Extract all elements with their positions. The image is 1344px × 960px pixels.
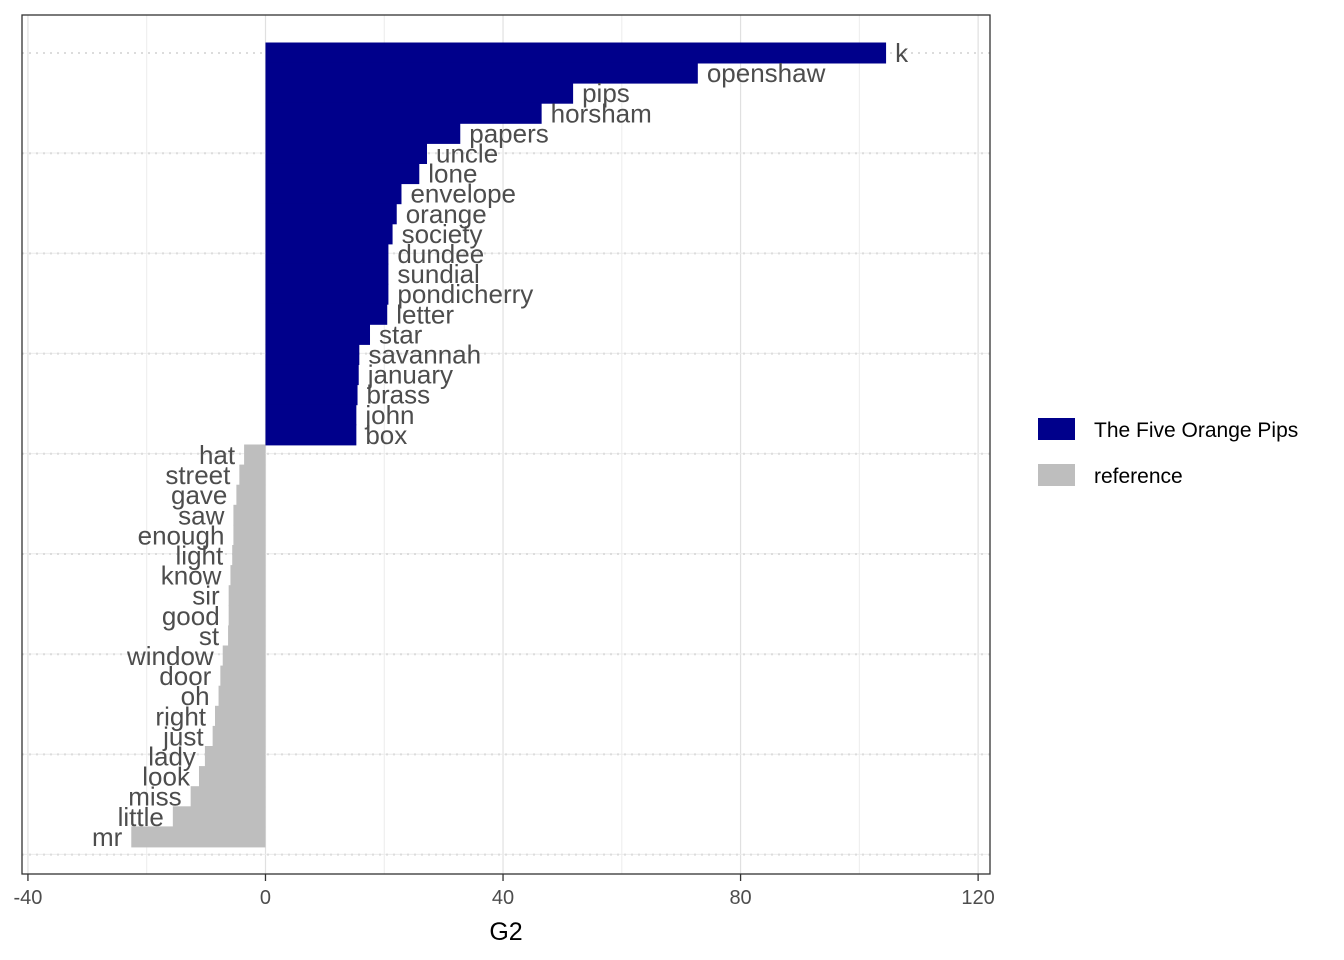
- bar-label: mr: [92, 822, 123, 852]
- bar: [232, 545, 266, 566]
- bar-label: saw: [178, 500, 224, 530]
- bar-label: door: [159, 661, 211, 691]
- bar: [265, 303, 388, 325]
- bar-label: lady: [148, 742, 196, 772]
- bar-label: openshaw: [707, 58, 826, 88]
- bar: [265, 223, 393, 245]
- bar: [265, 384, 358, 406]
- bar-label: uncle: [436, 139, 498, 169]
- bar-label: savannah: [368, 340, 481, 370]
- bar: [215, 705, 266, 727]
- bars: [131, 42, 887, 848]
- bar-label: star: [379, 319, 423, 349]
- x-tick-label: 120: [961, 887, 994, 909]
- bar: [220, 665, 266, 687]
- bar: [233, 504, 266, 526]
- bar: [265, 143, 428, 164]
- bar: [265, 163, 420, 185]
- bar: [265, 404, 357, 426]
- legend-key: [1038, 418, 1075, 440]
- bar: [265, 62, 698, 84]
- bar-label: horsham: [551, 98, 652, 128]
- bar: [228, 605, 266, 627]
- bar: [222, 645, 266, 667]
- bar: [265, 323, 371, 345]
- bar: [131, 826, 266, 848]
- bar: [265, 344, 360, 365]
- legend-label: The Five Orange Pips: [1094, 419, 1298, 442]
- bar-label: papers: [469, 118, 549, 148]
- bar-label: street: [165, 460, 231, 490]
- bar-label: envelope: [410, 179, 516, 209]
- bar: [265, 203, 397, 225]
- bar-label: dundee: [397, 239, 484, 269]
- bar-label: good: [162, 601, 220, 631]
- bar: [265, 122, 461, 144]
- bar: [265, 364, 359, 386]
- bar: [228, 585, 266, 607]
- bar-label: oh: [181, 681, 210, 711]
- bar: [265, 263, 389, 285]
- bar: [265, 183, 402, 205]
- legend-key: [1038, 464, 1075, 486]
- x-tick-label: 40: [492, 887, 514, 909]
- x-tick-label: -40: [13, 887, 42, 909]
- bar: [265, 424, 357, 446]
- bar-label: letter: [396, 299, 454, 329]
- bar-label: window: [126, 641, 214, 671]
- bar-label: miss: [128, 782, 181, 812]
- bar: [265, 283, 389, 305]
- bar: [265, 82, 574, 104]
- bar-label: sundial: [397, 259, 479, 289]
- bar-label: little: [118, 802, 164, 832]
- bar: [265, 243, 389, 265]
- bar: [236, 484, 266, 506]
- bar: [172, 806, 266, 828]
- bar-label: lone: [428, 159, 477, 189]
- bar: [204, 746, 266, 767]
- bar: [198, 766, 266, 788]
- legend: The Five Orange Pips reference: [1038, 418, 1298, 488]
- plot-panel-border: [21, 14, 991, 875]
- bar-label: gave: [171, 480, 227, 510]
- bar-label: brass: [367, 380, 431, 410]
- bar-label: john: [364, 400, 414, 430]
- x-tick-label: 80: [729, 887, 751, 909]
- bar-label: st: [199, 621, 220, 651]
- bar: [244, 444, 266, 466]
- bar-label: just: [162, 721, 204, 751]
- bar: [233, 524, 266, 546]
- x-tick-label: 0: [260, 887, 271, 909]
- bar: [212, 725, 266, 747]
- bar-label: orange: [406, 199, 487, 229]
- bar-label: pips: [582, 78, 630, 108]
- bar-label: enough: [138, 520, 225, 550]
- bar-label: know: [161, 561, 222, 591]
- x-axis-title: G2: [489, 918, 522, 946]
- bar-label: k: [895, 38, 909, 68]
- bar: [230, 565, 266, 587]
- bar: [218, 685, 266, 707]
- bar-label: light: [176, 541, 224, 571]
- bar: [228, 625, 266, 647]
- bar-label: pondicherry: [397, 279, 533, 309]
- bar-labels: k openshaw pipshorshampapersuncleloneenvel…: [92, 38, 909, 852]
- legend-label: reference: [1094, 465, 1183, 488]
- bar: [265, 42, 887, 64]
- bar-label: box: [365, 420, 407, 450]
- x-axis: -40 0 40 80 120: [13, 874, 995, 909]
- bar: [265, 102, 542, 124]
- bar-label: hat: [199, 440, 236, 470]
- bar-label: sir: [192, 581, 220, 611]
- bar-label: right: [155, 701, 206, 731]
- bar-label: society: [402, 219, 483, 249]
- bar: [239, 464, 266, 486]
- bar-label: look: [142, 762, 191, 792]
- bar: [190, 786, 266, 808]
- bar-label: january: [367, 360, 453, 390]
